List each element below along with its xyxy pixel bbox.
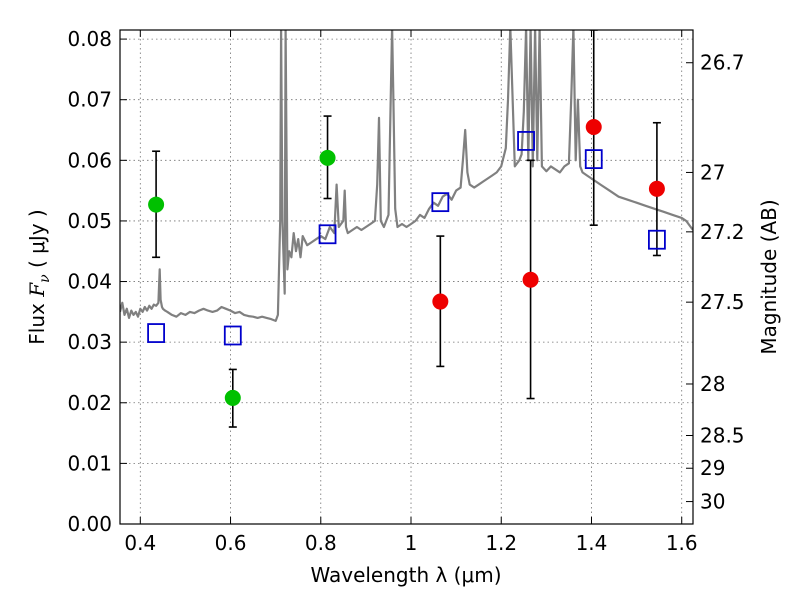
y2-tick-label: 30 (700, 490, 725, 514)
model-square-marker (517, 131, 535, 151)
x-tick-label: 1.6 (666, 531, 698, 555)
red-data-point (648, 180, 665, 197)
model-square-marker (431, 192, 450, 213)
y-tick-label: 0.00 (67, 512, 112, 536)
y2-axis-title: Magnitude (AB) (757, 199, 781, 354)
plot-frame (119, 29, 694, 525)
plot-area (120, 30, 693, 428)
axes: 0.4 0.6 0.8 1 1.2 1.4 1.6 0.00 0.01 0.02 0.03 0.04 0… (67, 27, 744, 555)
y-tick-label: 0.07 (67, 88, 112, 112)
x-tick-label: 0.4 (124, 531, 156, 555)
y-tick-label: 0.02 (67, 391, 112, 415)
y2-tick-label: 27.5 (700, 290, 745, 314)
y2-tick-label: 27.2 (700, 220, 745, 244)
x-axis-title: Wavelength λ (μm) (310, 563, 501, 587)
model-square-marker (223, 325, 242, 346)
y2-tick-label: 27 (700, 160, 725, 184)
red-data-point (522, 271, 539, 288)
model-square-marker (584, 149, 603, 170)
model-square-marker (147, 323, 165, 343)
y-tick-label: 0.01 (67, 451, 112, 475)
y-axis-title: Flux Fν ( μJy ) (25, 209, 53, 344)
y2-tick-label: 29 (700, 456, 725, 480)
x-tick-label: 0.6 (215, 531, 247, 555)
y-axis-title-sub: ν (37, 274, 53, 283)
y2-tick-label: 26.7 (700, 51, 745, 75)
x-tick-label: 1.4 (576, 531, 608, 555)
x-tick-label: 1 (405, 531, 418, 555)
spectrum-line (120, 30, 693, 322)
green-data-point (224, 389, 241, 406)
y-axis-title-post: ( μJy ) (25, 209, 49, 274)
x-tick-label: 1.2 (485, 531, 517, 555)
red-data-point (585, 118, 602, 135)
red-data-point (432, 293, 449, 310)
x-tick-label: 0.8 (305, 531, 337, 555)
grid-layer (120, 30, 693, 525)
y-axis-title-pre: Flux (25, 297, 49, 345)
y2-tick-label: 28.5 (700, 424, 745, 448)
y-tick-label: 0.04 (67, 270, 112, 294)
y-tick-label: 0.06 (67, 148, 112, 172)
y2-tick-label: 28 (700, 372, 725, 396)
model-square-marker (648, 229, 666, 250)
green-data-point (148, 196, 165, 213)
y-axis-title-var: F (25, 282, 49, 298)
y-tick-label: 0.08 (67, 27, 112, 51)
model-square-marker (318, 224, 337, 245)
green-data-point (319, 149, 336, 166)
y-tick-label: 0.05 (67, 209, 112, 233)
y-tick-label: 0.03 (67, 330, 112, 354)
